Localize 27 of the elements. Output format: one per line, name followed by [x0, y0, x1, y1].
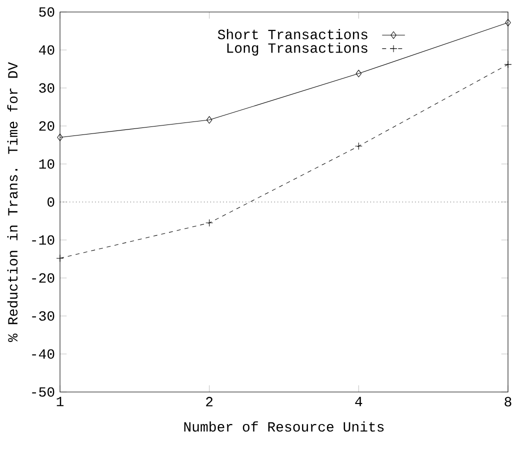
- y-tick-label: -10: [32, 235, 54, 245]
- y-tick-label: 30: [39, 83, 54, 93]
- y-tick-label: 10: [39, 159, 54, 169]
- y-tick-label: 20: [39, 121, 54, 131]
- point: [356, 70, 362, 78]
- y-tick-label: 40: [38, 45, 54, 55]
- point: [56, 254, 64, 262]
- y-tick-label: -20: [32, 273, 54, 283]
- x-tick-label: 1: [56, 396, 64, 406]
- x-tick-label: 4: [355, 396, 362, 406]
- x-axis-title: Number of Resource Units: [184, 421, 384, 432]
- x-tick-label: 2: [206, 396, 213, 406]
- y-axis-title: % Reduction in Trans. Time for DV: [7, 62, 18, 342]
- y-tick-label: -50: [32, 387, 54, 397]
- point: [504, 60, 512, 68]
- point: [206, 219, 214, 227]
- point: [354, 142, 362, 150]
- point: [57, 134, 63, 142]
- point: [505, 18, 511, 26]
- y-tick-label: 0: [48, 197, 54, 207]
- x-tick-label: 8: [504, 396, 512, 406]
- y-tick-label: -30: [32, 311, 54, 321]
- y-tick-label: -40: [32, 349, 54, 359]
- y-tick-label: 50: [39, 7, 54, 17]
- legend-label: Long Transactions: [227, 42, 368, 56]
- point: [206, 116, 212, 124]
- legend-label: Short Transactions: [218, 28, 368, 40]
